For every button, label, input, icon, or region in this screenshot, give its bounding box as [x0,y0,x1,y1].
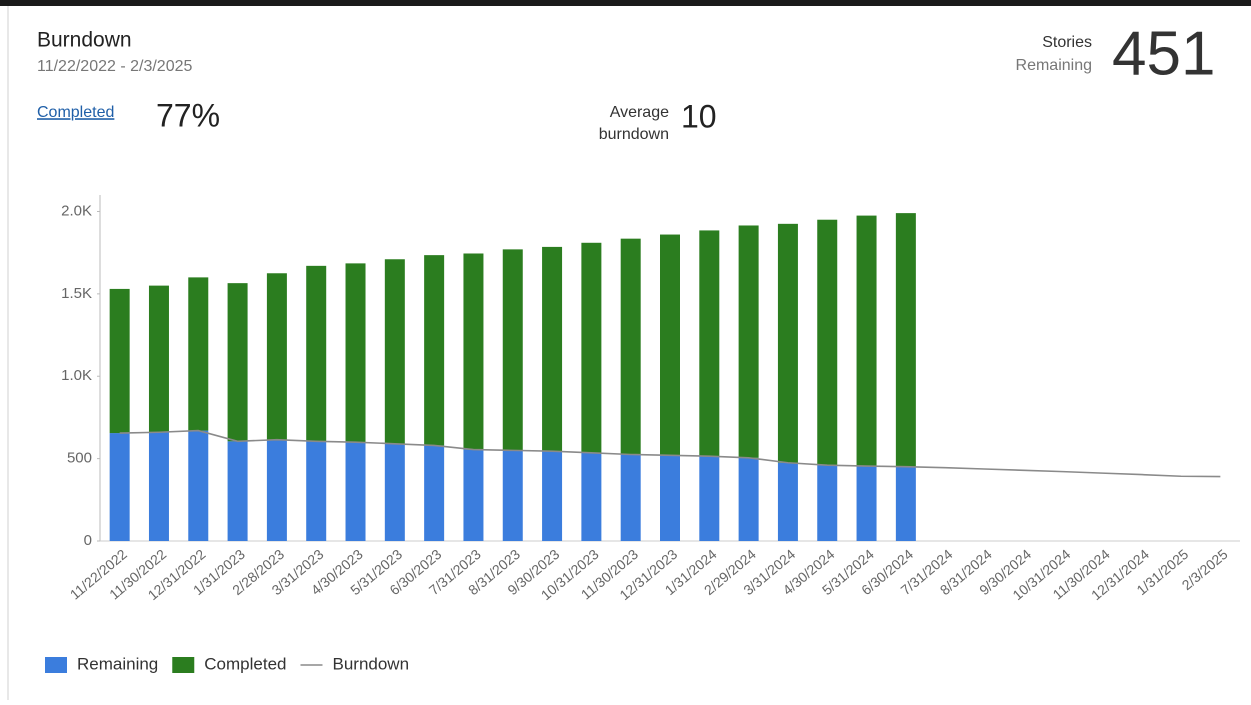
y-tick-label: 0 [84,532,92,549]
bar [345,263,366,443]
average-value: 10 [681,98,717,134]
bar [738,457,759,541]
line [119,429,1221,478]
average-label: Average [610,104,669,121]
bar [109,433,130,541]
bar [660,234,680,456]
bar [777,462,798,541]
bar [463,253,484,450]
bar [384,443,405,541]
legend-label: Remaining [77,654,158,673]
bar [738,225,759,458]
y-tick-label: 500 [67,450,92,467]
bar [148,285,169,433]
bar [620,238,641,455]
bar [856,466,877,541]
bar [502,249,523,451]
bar [581,452,602,541]
legend-swatch [45,657,67,673]
bar [777,223,798,463]
bar [463,449,484,541]
y-tick-label: 1.5K [61,285,92,302]
bar [620,454,641,541]
bar [699,230,720,457]
bar [109,288,130,434]
completed-link[interactable]: Completed [37,104,114,121]
bar [266,273,287,440]
legend-swatch [172,657,195,673]
bar [542,246,563,452]
bar [502,450,523,541]
top-bar [0,0,1251,6]
title: Burndown [37,29,132,52]
bar [148,432,169,541]
legend-label: Completed [204,654,286,673]
bar [306,441,327,541]
date-range: 11/22/2022 - 2/3/2025 [37,58,192,75]
bar [660,455,680,541]
bar [856,215,877,467]
bar [895,213,916,467]
bar [895,466,916,541]
stories-value: 451 [1112,19,1215,88]
bar [188,430,209,541]
completed-value: 77% [156,97,220,133]
bar [306,265,327,442]
bar [345,442,366,541]
bar [227,441,248,541]
bar [424,255,445,446]
bar [227,283,248,442]
bar [699,456,720,541]
bar [188,277,209,431]
bar [817,465,838,541]
bar [542,451,563,541]
bar [581,242,602,453]
bar [384,259,405,444]
y-tick-label: 2.0K [61,202,92,219]
stories-label: Stories [1042,34,1092,51]
legend-label: Burndown [332,654,409,673]
bar [817,219,838,466]
bar [266,439,287,541]
stories-label: Remaining [1016,57,1092,74]
bar [424,445,445,541]
y-tick-label: 1.0K [61,367,92,384]
average-label: burndown [599,126,669,143]
